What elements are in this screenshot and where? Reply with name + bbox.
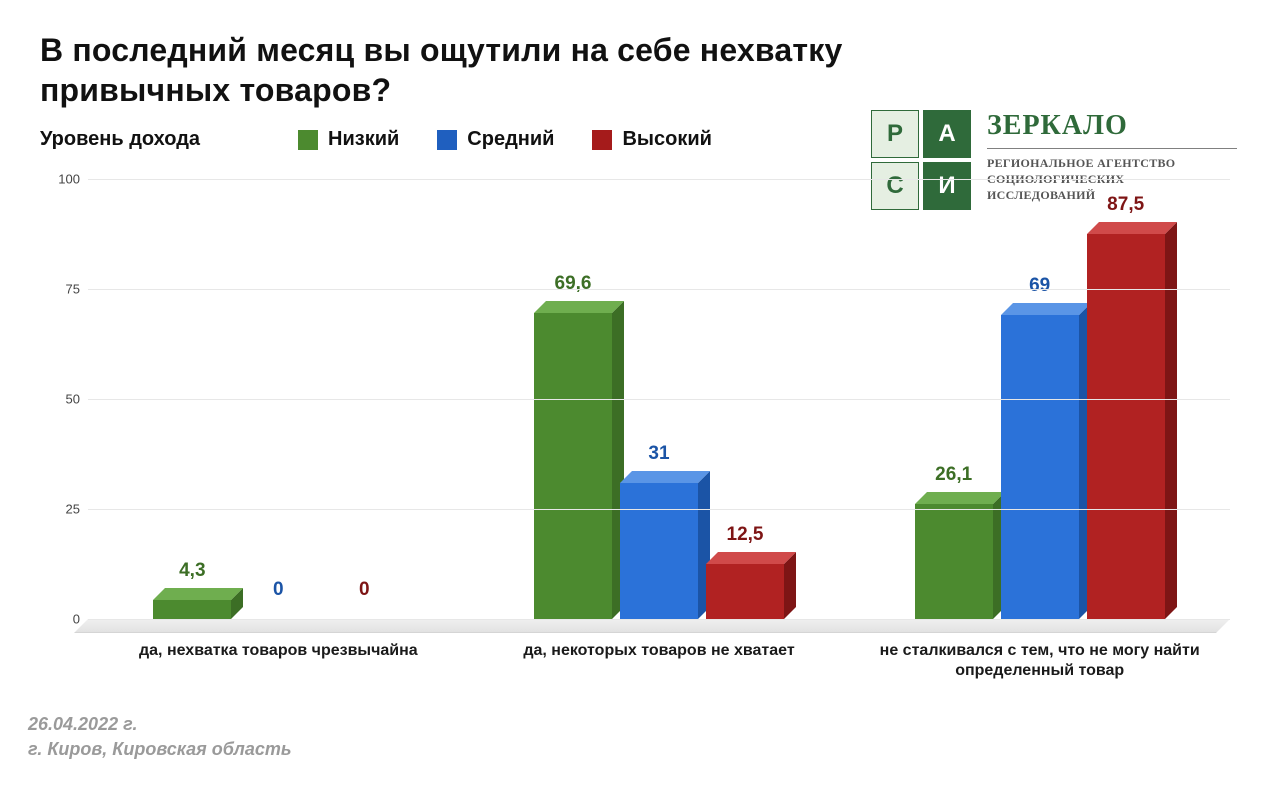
bar-front bbox=[153, 600, 231, 619]
y-axis: 0255075100 bbox=[40, 179, 88, 619]
bar-value-label: 12,5 bbox=[727, 524, 764, 546]
x-axis-label: да, некоторых товаров не хватает bbox=[469, 641, 850, 681]
legend-label-low: Низкий bbox=[328, 128, 399, 151]
y-tick: 25 bbox=[66, 502, 80, 517]
bar-value-label: 31 bbox=[648, 443, 669, 465]
bar-front bbox=[915, 504, 993, 619]
bar-value-label: 0 bbox=[273, 579, 284, 601]
baseline-3d bbox=[74, 619, 1230, 633]
bar-value-label: 69 bbox=[1029, 275, 1050, 297]
bar-value-label: 0 bbox=[359, 579, 370, 601]
bar-side bbox=[1165, 222, 1177, 619]
bar: 31 bbox=[620, 483, 698, 619]
x-axis-label: не сталкивался с тем, что не могу найти … bbox=[849, 641, 1230, 681]
bar-top bbox=[1001, 303, 1091, 315]
bar-front bbox=[706, 564, 784, 619]
plot-area: 4,30069,63112,526,16987,5 bbox=[88, 179, 1230, 619]
footer: 26.04.2022 г. г. Киров, Кировская област… bbox=[28, 712, 292, 762]
legend-label-high: Высокий bbox=[622, 128, 711, 151]
gridline bbox=[88, 289, 1230, 290]
legend-item-mid: Средний bbox=[437, 128, 554, 151]
footer-date: 26.04.2022 г. bbox=[28, 712, 292, 737]
bar: 69,6 bbox=[534, 313, 612, 619]
legend-title: Уровень дохода bbox=[40, 128, 200, 151]
brand-divider bbox=[987, 148, 1237, 149]
brand-subtitle-1: РЕГИОНАЛЬНОЕ АГЕНТСТВО bbox=[987, 155, 1237, 171]
brand-cell-r: Р bbox=[871, 110, 919, 158]
gridline bbox=[88, 399, 1230, 400]
bar-top bbox=[620, 471, 710, 483]
bar-value-label: 26,1 bbox=[935, 464, 972, 486]
y-tick: 50 bbox=[66, 392, 80, 407]
legend-swatch-low bbox=[298, 130, 318, 150]
y-tick: 0 bbox=[73, 612, 80, 627]
legend-item-low: Низкий bbox=[298, 128, 399, 151]
bar-top bbox=[153, 588, 243, 600]
bar-front bbox=[534, 313, 612, 619]
brand-name: ЗЕРКАЛО bbox=[987, 110, 1237, 142]
brand-cell-a: А bbox=[923, 110, 971, 158]
gridline bbox=[88, 509, 1230, 510]
bar-top bbox=[1087, 222, 1177, 234]
bar-front bbox=[1001, 315, 1079, 619]
bar-value-label: 87,5 bbox=[1107, 194, 1144, 216]
bar-top bbox=[706, 552, 796, 564]
chart: 0255075100 4,30069,63112,526,16987,5 да,… bbox=[40, 179, 1230, 679]
bar: 26,1 bbox=[915, 504, 993, 619]
legend-label-mid: Средний bbox=[467, 128, 554, 151]
bar-value-label: 4,3 bbox=[179, 560, 205, 582]
x-axis-label: да, нехватка товаров чрезвычайна bbox=[88, 641, 469, 681]
bar: 69 bbox=[1001, 315, 1079, 619]
bar: 12,5 bbox=[706, 564, 784, 619]
chart-title: В последний месяц вы ощутили на себе нех… bbox=[40, 30, 920, 110]
bar: 4,3 bbox=[153, 600, 231, 619]
legend-item-high: Высокий bbox=[592, 128, 711, 151]
y-tick: 75 bbox=[66, 282, 80, 297]
bar-top bbox=[534, 301, 624, 313]
bar-front bbox=[620, 483, 698, 619]
bar-value-label: 69,6 bbox=[555, 273, 592, 295]
legend-swatch-mid bbox=[437, 130, 457, 150]
bar-front bbox=[1087, 234, 1165, 619]
bar: 87,5 bbox=[1087, 234, 1165, 619]
y-tick: 100 bbox=[58, 172, 80, 187]
gridline bbox=[88, 179, 1230, 180]
page-root: В последний месяц вы ощутили на себе нех… bbox=[0, 0, 1273, 788]
gridline bbox=[88, 619, 1230, 620]
bar-top bbox=[915, 492, 1005, 504]
footer-place: г. Киров, Кировская область bbox=[28, 737, 292, 762]
x-axis-labels: да, нехватка товаров чрезвычайнада, неко… bbox=[88, 641, 1230, 681]
legend-swatch-high bbox=[592, 130, 612, 150]
